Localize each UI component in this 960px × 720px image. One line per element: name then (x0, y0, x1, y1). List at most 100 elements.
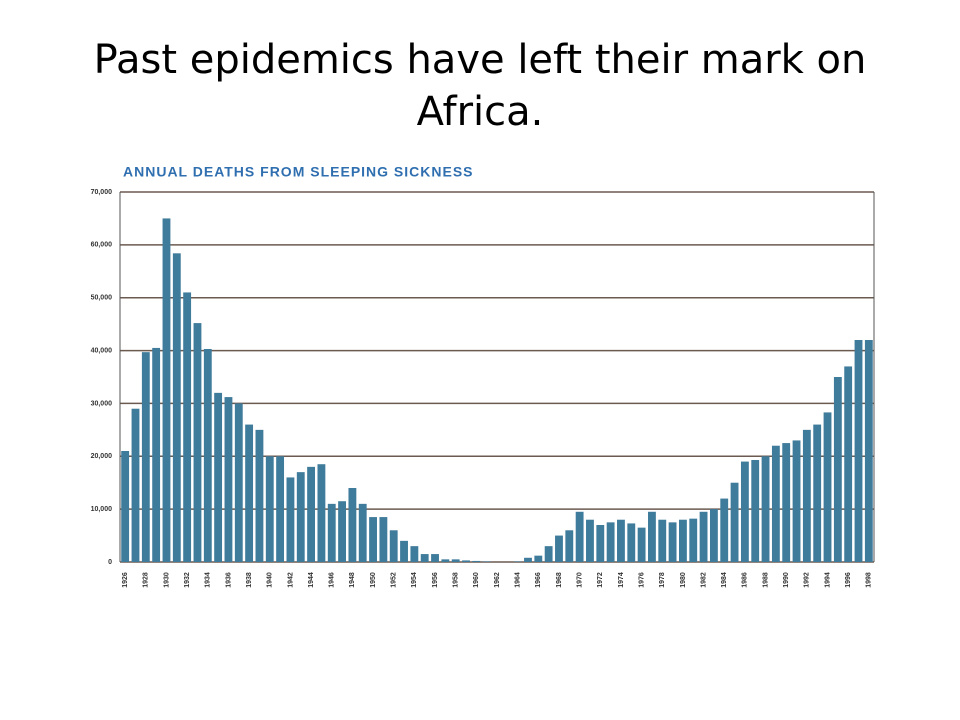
bar (410, 546, 419, 562)
x-tick-label: 1974 (618, 572, 625, 588)
x-tick-label: 1970 (576, 572, 583, 588)
bar (720, 498, 729, 562)
bar (255, 429, 264, 562)
bar (121, 451, 130, 562)
bar (513, 561, 522, 562)
bar (699, 511, 708, 562)
bar (823, 412, 832, 562)
x-tick-label: 1978 (659, 572, 666, 588)
bar (617, 519, 625, 562)
bar (544, 546, 553, 562)
bar (524, 557, 532, 562)
bar (379, 517, 388, 562)
bar (400, 540, 408, 562)
bar (792, 440, 801, 562)
x-tick-label: 1992 (804, 572, 811, 588)
bar (637, 527, 646, 562)
x-tick-label: 1934 (205, 572, 212, 588)
x-tick-label: 1936 (225, 572, 232, 588)
x-tick-label: 1952 (391, 572, 398, 588)
y-tick-label: 10,000 (91, 506, 113, 513)
bar (141, 352, 150, 562)
x-tick-label: 1946 (329, 572, 336, 588)
bar (193, 323, 202, 562)
x-tick-label: 1966 (535, 572, 542, 588)
bar (678, 519, 687, 562)
bar (534, 555, 543, 562)
x-tick-label: 1926 (122, 572, 129, 588)
x-tick-label: 1986 (742, 572, 749, 588)
bar (224, 397, 233, 562)
x-tick-label: 1998 (866, 572, 873, 588)
bar (234, 403, 243, 562)
bar (317, 464, 326, 562)
bar (864, 340, 873, 562)
bar (214, 392, 223, 562)
bar (771, 445, 780, 562)
x-tick-label: 1950 (370, 572, 377, 588)
x-tick-label: 1958 (453, 572, 460, 588)
bar (296, 472, 305, 562)
x-tick-label: 1988 (762, 572, 769, 588)
bar (844, 366, 853, 562)
x-tick-label: 1940 (267, 572, 274, 588)
bar (245, 424, 254, 562)
bar (782, 443, 791, 562)
bar (751, 459, 760, 562)
x-tick-label: 1968 (556, 572, 563, 588)
bar (761, 456, 770, 562)
bar (709, 509, 718, 562)
bar (183, 292, 192, 562)
bar (813, 424, 822, 562)
bar (854, 340, 863, 562)
bar (307, 466, 316, 562)
bar (441, 559, 450, 562)
bar (338, 501, 346, 562)
bar (802, 429, 811, 562)
chart-title: ANNUAL DEATHS FROM SLEEPING SICKNESS (123, 164, 474, 180)
x-tick-label: 1930 (163, 572, 170, 588)
bar (265, 456, 274, 562)
bar (152, 347, 161, 562)
x-tick-label: 1984 (721, 572, 728, 588)
y-tick-label: 70,000 (91, 189, 113, 196)
x-tick-label: 1996 (845, 572, 852, 588)
x-tick-label: 1932 (184, 572, 191, 588)
bar (131, 408, 140, 562)
y-tick-label: 0 (108, 559, 112, 566)
y-tick-label: 60,000 (91, 242, 113, 249)
bar (658, 519, 667, 562)
bar (431, 554, 439, 562)
x-tick-label: 1956 (432, 572, 439, 588)
y-tick-label: 40,000 (91, 347, 113, 354)
x-tick-label: 1990 (783, 572, 790, 588)
bar (482, 561, 491, 562)
y-tick-label: 20,000 (91, 453, 113, 460)
bar (648, 511, 656, 562)
x-tick-label: 1938 (246, 572, 253, 588)
x-tick-label: 1960 (473, 572, 480, 588)
bar (389, 530, 398, 562)
bar (451, 559, 460, 562)
bar (348, 488, 357, 562)
x-tick-label: 1948 (349, 572, 356, 588)
bar (575, 511, 584, 562)
bar (172, 253, 181, 563)
x-tick-label: 1976 (638, 572, 645, 588)
x-tick-label: 1962 (494, 572, 501, 588)
bar (462, 560, 470, 562)
x-tick-label: 1964 (515, 572, 522, 588)
x-tick-label: 1928 (143, 572, 150, 588)
x-tick-label: 1982 (700, 572, 707, 588)
bar (420, 554, 429, 562)
bar (472, 560, 481, 562)
bar (596, 525, 605, 562)
bar (369, 517, 377, 562)
bar (358, 503, 367, 562)
x-tick-label: 1994 (824, 572, 831, 588)
x-tick-label: 1980 (680, 572, 687, 588)
bar (565, 530, 574, 562)
y-tick-label: 50,000 (91, 295, 113, 302)
